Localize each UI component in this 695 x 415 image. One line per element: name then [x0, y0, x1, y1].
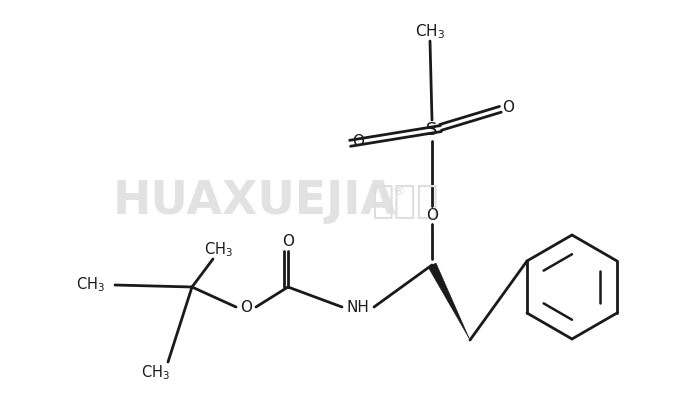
Text: S: S [426, 121, 438, 139]
Text: O: O [502, 100, 514, 115]
Text: CH$_3$: CH$_3$ [76, 276, 104, 294]
Text: CH$_3$: CH$_3$ [204, 241, 233, 259]
Text: HUAXUEJIA: HUAXUEJIA [113, 180, 397, 225]
Text: O: O [352, 134, 364, 149]
Text: CH$_3$: CH$_3$ [415, 23, 445, 42]
Text: CH$_3$: CH$_3$ [140, 364, 170, 382]
Text: 化学加: 化学加 [371, 184, 439, 220]
Polygon shape [428, 263, 470, 340]
Text: O: O [426, 208, 438, 222]
Text: O: O [282, 234, 294, 249]
Text: NH: NH [347, 300, 370, 315]
Text: O: O [240, 300, 252, 315]
Text: ®: ® [392, 186, 404, 198]
